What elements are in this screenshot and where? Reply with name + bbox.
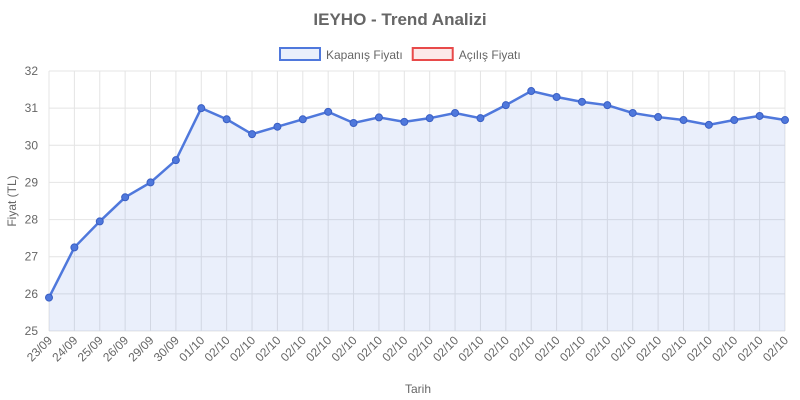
x-tick-label: 02/10 <box>227 333 258 364</box>
legend-label: Kapanış Fiyatı <box>326 48 403 62</box>
x-tick-label: 02/10 <box>735 333 766 364</box>
x-tick-label: 02/10 <box>202 333 233 364</box>
point <box>730 116 739 125</box>
point <box>552 93 561 101</box>
chart-title: IEYHO - Trend Analizi <box>313 10 486 29</box>
point <box>755 111 764 120</box>
x-tick-label: 02/10 <box>608 333 639 364</box>
point <box>654 113 663 122</box>
point <box>425 114 434 123</box>
point <box>577 97 586 106</box>
point <box>704 120 713 129</box>
area <box>49 91 785 331</box>
x-tick-label: 02/10 <box>658 333 689 364</box>
x-tick-label: 02/10 <box>481 333 512 364</box>
x-tick-label: 02/10 <box>303 333 334 364</box>
y-tick-label: 25 <box>25 324 39 338</box>
point <box>451 108 460 117</box>
y-tick-label: 30 <box>25 138 39 152</box>
x-tick-label: 02/10 <box>506 333 537 364</box>
point <box>70 243 79 252</box>
x-tick-label: 02/10 <box>329 333 360 364</box>
x-tick-label: 02/10 <box>455 333 486 364</box>
y-tick-label: 29 <box>25 175 39 189</box>
x-tick-label: 02/10 <box>709 333 740 364</box>
y-tick-label: 27 <box>25 250 39 264</box>
point <box>197 104 206 113</box>
x-tick-label: 25/09 <box>75 333 106 364</box>
point <box>527 87 536 96</box>
line <box>47 89 786 299</box>
x-tick-label: 02/10 <box>557 333 588 364</box>
point <box>400 117 409 126</box>
point <box>45 293 53 302</box>
point <box>374 113 383 122</box>
x-tick-label: 02/10 <box>760 333 791 364</box>
point <box>628 108 637 117</box>
x-tick-label: 02/10 <box>532 333 563 364</box>
y-tick-label: 31 <box>25 101 39 115</box>
x-tick-label: 02/10 <box>405 333 436 364</box>
y-axis-title: Fiyat (TL) <box>5 175 19 226</box>
x-tick-label: 02/10 <box>582 333 613 364</box>
point <box>501 101 510 110</box>
point <box>324 107 333 116</box>
x-tick-label: 02/10 <box>354 333 385 364</box>
x-tick-label: 02/10 <box>252 333 283 364</box>
x-tick-label: 02/10 <box>633 333 664 364</box>
x-tick-label: 24/09 <box>49 333 80 364</box>
point <box>171 156 180 165</box>
y-tick-label: 32 <box>25 64 39 78</box>
y-tick-label: 28 <box>25 213 39 227</box>
legend-swatch <box>279 47 321 61</box>
point <box>349 119 358 127</box>
point <box>222 115 231 124</box>
x-tick-label: 02/10 <box>379 333 410 364</box>
point <box>298 115 307 124</box>
point <box>121 193 130 202</box>
point <box>248 130 257 139</box>
x-tick-label: 30/09 <box>151 333 182 364</box>
x-tick-label: 02/10 <box>278 333 309 364</box>
legend-swatch <box>411 47 454 61</box>
point <box>95 217 104 226</box>
point <box>476 114 485 123</box>
x-tick-label: 26/09 <box>100 333 131 364</box>
x-tick-label: 02/10 <box>684 333 715 364</box>
x-tick-label: 02/10 <box>430 333 461 364</box>
point <box>273 122 282 131</box>
point <box>781 116 789 125</box>
x-axis-title: Tarih <box>405 382 431 396</box>
point <box>603 101 612 110</box>
y-tick-label: 26 <box>25 287 39 301</box>
point <box>679 116 688 125</box>
x-tick-label: 29/09 <box>126 333 157 364</box>
point <box>146 178 155 187</box>
legend-label: Açılış Fiyatı <box>459 48 521 62</box>
x-tick-label: 01/10 <box>176 333 207 364</box>
